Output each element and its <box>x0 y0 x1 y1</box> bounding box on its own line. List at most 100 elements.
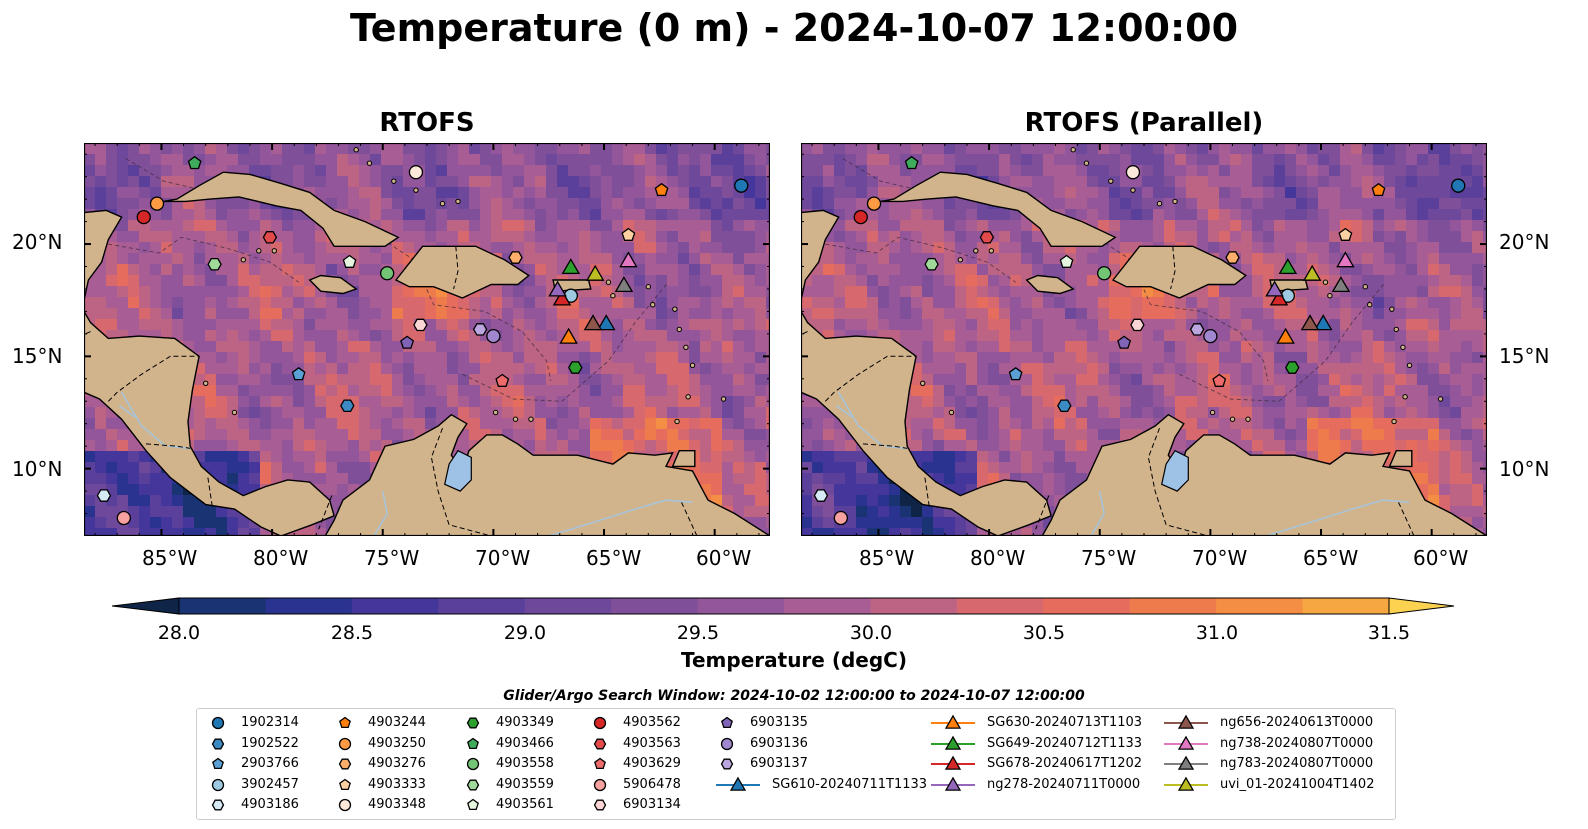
colorbar-segment <box>1302 598 1390 614</box>
glider-ng783-20240807T0000 <box>614 276 634 293</box>
legend-item-label: 4903250 <box>368 735 426 751</box>
legend-item-label: ng278-20240711T0000 <box>987 776 1141 792</box>
argo-float-6903137 <box>472 323 488 336</box>
circle-marker-icon <box>593 778 607 791</box>
argo-float-4903562 <box>853 209 868 225</box>
legend-item-label: 3902457 <box>241 776 299 792</box>
colorbar-tick-label: 30.5 <box>1022 622 1066 644</box>
argo-float-4903561 <box>342 254 357 268</box>
legend-marker <box>1177 714 1195 729</box>
legend-item-label: 6903135 <box>750 715 808 730</box>
legend-marker <box>339 778 351 790</box>
argo-float-4903244 <box>654 182 669 197</box>
land-cuba <box>880 171 1117 248</box>
argo-float-4903629 <box>495 373 510 387</box>
land-central <box>84 310 335 536</box>
colorbar-label: Temperature (degC) <box>681 648 907 672</box>
colorbar <box>112 597 1455 615</box>
argo-float-4903244 <box>1371 182 1386 197</box>
pentagon-marker-icon <box>467 798 479 811</box>
colorbar-tick-label: 29.5 <box>676 622 720 644</box>
argo-float-2903766 <box>291 366 306 381</box>
legend-item-label: 1902522 <box>241 735 299 751</box>
argo-float-5906478 <box>833 510 848 526</box>
legend-item-label: SG678-20240617T1202 <box>987 756 1143 771</box>
land <box>801 147 1487 536</box>
panel-title-rtofs: RTOFS <box>379 108 475 138</box>
argo-float-6903135 <box>1117 335 1132 349</box>
legend-marker <box>944 755 962 770</box>
legend-marker <box>944 735 962 750</box>
argo-float-4903561 <box>1059 254 1074 268</box>
land-jamaica <box>1025 274 1075 295</box>
glider-SG610-20240711T1133 <box>1313 314 1333 331</box>
argo-float-4903276 <box>508 251 523 264</box>
lat-label-20n-right: 20°N <box>1499 230 1550 254</box>
colorbar-tick-label: 29.0 <box>503 622 547 644</box>
axis-ticks <box>84 143 770 536</box>
lon-label-65w-right: 65°W <box>1303 546 1359 570</box>
lon-label-85w-right: 85°W <box>859 546 915 570</box>
colorbar-segment <box>351 598 439 614</box>
argo-float-4903559 <box>207 257 222 271</box>
triangle-marker-icon <box>1164 755 1208 770</box>
land-trinidad <box>671 450 696 468</box>
legend-marker <box>338 737 352 750</box>
colorbar-segment <box>524 598 612 614</box>
argo-float-4903558 <box>380 266 395 281</box>
lake-maracaibo <box>1161 449 1189 492</box>
colorbar-segment <box>1129 598 1217 614</box>
glider-SG678-20240617T1202 <box>552 289 572 306</box>
legend-item-label: 6903134 <box>623 797 681 812</box>
legend-marker <box>944 776 962 791</box>
lon-label-60w-right: 60°W <box>1413 546 1469 570</box>
legend-item-label: ng783-20240807T0000 <box>1220 756 1374 771</box>
legend-marker <box>1177 735 1195 750</box>
legend-item-label: 4903558 <box>496 756 554 771</box>
colorbar-segment <box>956 598 1044 614</box>
legend-item-label: 4903244 <box>368 715 426 730</box>
glider-SG678-20240617T1202 <box>1269 289 1289 306</box>
map-panel-rtofs <box>84 143 770 536</box>
land-hispaniola <box>394 245 530 299</box>
legend-item-label: ng738-20240807T0000 <box>1220 735 1374 751</box>
colorbar-segment <box>697 598 785 614</box>
colorbar-segment <box>870 598 958 614</box>
legend-marker <box>466 717 480 729</box>
colorbar-tick-label: 28.0 <box>157 622 201 644</box>
legend-marker <box>467 798 479 811</box>
lon-label-75w-right: 75°W <box>1081 546 1137 570</box>
argo-float-6903134 <box>413 318 428 332</box>
lake-maracaibo <box>444 449 472 492</box>
argo-float-4903250 <box>149 196 165 211</box>
argo-float-1902522 <box>1057 399 1072 413</box>
colorbar-segment <box>179 598 266 614</box>
glider-SG649-20240712T1133 <box>1278 258 1298 275</box>
argo-float-4903629 <box>1212 373 1227 387</box>
observation-markers <box>813 155 1466 526</box>
land-jamaica <box>308 274 358 295</box>
legend-marker <box>720 758 734 770</box>
glider-ng278-20240711T0000 <box>1265 280 1284 297</box>
lon-label-80w-left: 80°W <box>253 546 309 570</box>
lon-label-70w-right: 70°W <box>1192 546 1248 570</box>
lon-label-65w-left: 65°W <box>586 546 642 570</box>
argo-float-1902314 <box>1451 178 1466 193</box>
legend-item-label: 1902314 <box>241 715 299 730</box>
legend-item-label: uvi_01-20241004T1402 <box>1220 776 1375 792</box>
hexagon-marker-icon <box>466 779 480 790</box>
triangle-marker-icon <box>931 776 975 791</box>
legend-item-label: 6903137 <box>750 756 808 771</box>
glider-ng783-20240807T0000 <box>1331 276 1351 293</box>
land-cuba <box>163 171 400 248</box>
argo-float-4903466 <box>187 155 202 170</box>
lon-label-60w-left: 60°W <box>696 546 752 570</box>
lon-label-85w-left: 85°W <box>142 546 198 570</box>
argo-float-4903466 <box>904 155 919 170</box>
pentagon-marker-icon <box>339 716 351 729</box>
legend-item-label: 4903348 <box>368 797 426 812</box>
argo-float-4903333 <box>621 227 636 241</box>
triangle-marker-icon <box>931 735 975 750</box>
hexagon-marker-icon <box>466 717 480 729</box>
land-trinidad <box>1388 450 1413 468</box>
